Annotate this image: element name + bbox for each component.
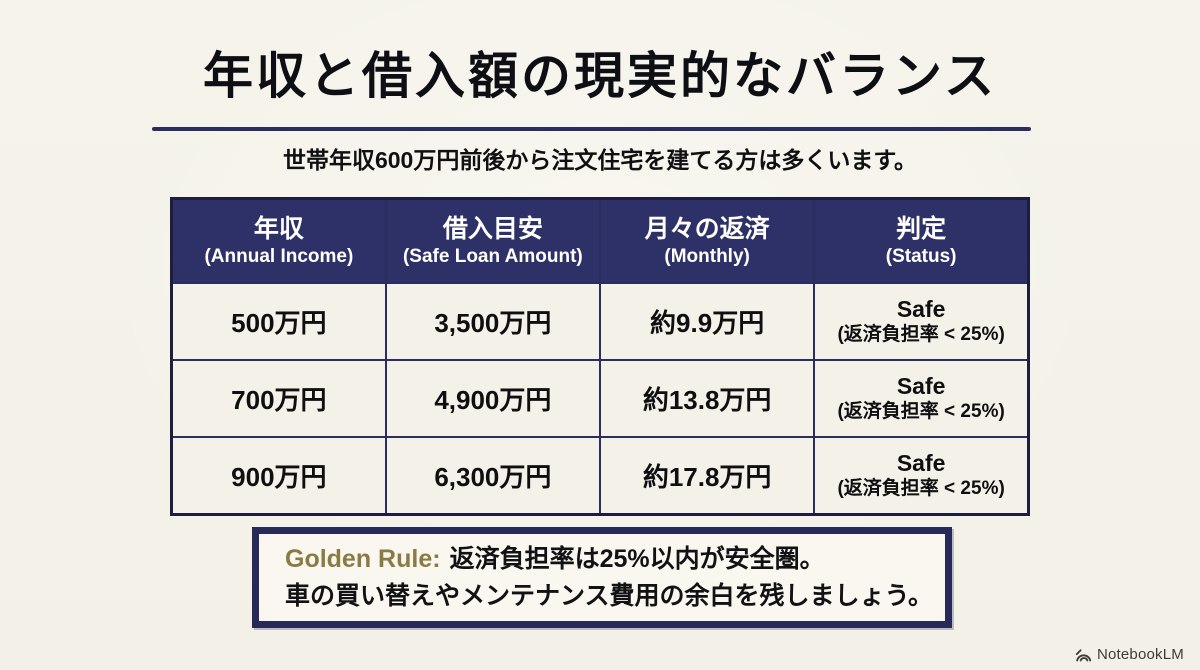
column-header-loan-jp: 借入目安 (442, 214, 543, 243)
status-badge: Safe (896, 296, 946, 323)
table-body: 500万円 3,500万円 約9.9万円 Safe (返済負担率 < 25%) … (170, 282, 1030, 516)
table-header-row: 年収 (Annual Income) 借入目安 (Safe Loan Amoun… (170, 197, 1030, 284)
cell-monthly: 約13.8万円 (598, 359, 816, 438)
table-header: 年収 (Annual Income) 借入目安 (Safe Loan Amoun… (170, 197, 1030, 284)
column-header-loan: 借入目安 (Safe Loan Amount) (384, 197, 602, 284)
column-header-monthly-en: (Monthly) (664, 245, 750, 267)
column-header-status-en: (Status) (885, 245, 957, 267)
status-badge: Safe (896, 373, 946, 400)
notebooklm-branding: NotebookLM (1075, 646, 1184, 663)
cell-loan: 4,900万円 (384, 359, 602, 438)
notebooklm-logo-icon (1075, 649, 1092, 662)
column-header-income-jp: 年収 (253, 214, 304, 243)
cell-income: 900万円 (170, 436, 387, 516)
notebooklm-label: NotebookLM (1096, 646, 1184, 663)
status-note: (返済負担率 < 25%) (837, 477, 1005, 499)
cell-monthly: 約9.9万円 (598, 282, 816, 361)
golden-rule-line1: Golden Rule: 返済負担率は25%以内が安全圏。 (285, 541, 919, 577)
column-header-monthly-jp: 月々の返済 (644, 214, 770, 243)
status-note: (返済負担率 < 25%) (837, 400, 1005, 422)
table-row: 700万円 4,900万円 約13.8万円 Safe (返済負担率 < 25%) (170, 359, 1030, 438)
column-header-loan-en: (Safe Loan Amount) (402, 245, 583, 267)
cell-status: Safe (返済負担率 < 25%) (813, 359, 1030, 438)
status-note: (返済負担率 < 25%) (837, 323, 1005, 345)
table-row: 900万円 6,300万円 約17.8万円 Safe (返済負担率 < 25%) (170, 436, 1030, 516)
column-header-monthly: 月々の返済 (Monthly) (598, 197, 816, 284)
golden-rule-text1: 返済負担率は25%以内が安全圏。 (449, 545, 825, 574)
golden-rule-label: Golden Rule: (285, 545, 441, 574)
status-badge: Safe (896, 450, 946, 477)
cell-income: 700万円 (170, 359, 387, 438)
cell-income: 500万円 (170, 282, 387, 361)
column-header-status: 判定 (Status) (813, 197, 1030, 284)
cell-loan: 6,300万円 (384, 436, 602, 516)
golden-rule-callout: Golden Rule: 返済負担率は25%以内が安全圏。 車の買い替えやメンテナ… (252, 527, 952, 628)
title-underline (152, 127, 1031, 131)
column-header-status-jp: 判定 (896, 214, 947, 243)
cell-status: Safe (返済負担率 < 25%) (813, 282, 1030, 361)
income-loan-table: 年収 (Annual Income) 借入目安 (Safe Loan Amoun… (170, 197, 1030, 516)
cell-loan: 3,500万円 (384, 282, 602, 361)
table-row: 500万円 3,500万円 約9.9万円 Safe (返済負担率 < 25%) (170, 282, 1030, 361)
golden-rule-line2: 車の買い替えやメンテナンス費用の余白を残しましょう。 (285, 581, 934, 610)
page-title: 年収と借入額の現実的なバランス (203, 46, 997, 105)
cell-status: Safe (返済負担率 < 25%) (813, 436, 1030, 516)
column-header-income: 年収 (Annual Income) (170, 197, 387, 284)
subtitle: 世帯年収600万円前後から注文住宅を建てる方は多くいます。 (282, 147, 918, 173)
column-header-income-en: (Annual Income) (204, 245, 354, 267)
cell-monthly: 約17.8万円 (598, 436, 816, 516)
